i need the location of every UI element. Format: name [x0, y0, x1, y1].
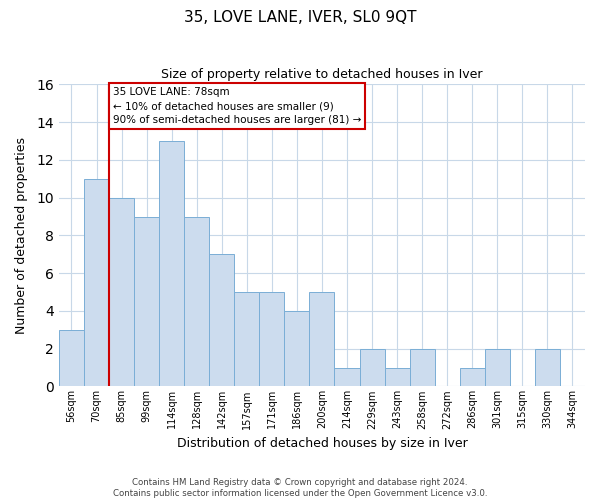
- Bar: [59, 330, 84, 386]
- Bar: [209, 254, 234, 386]
- Bar: [359, 348, 385, 387]
- Bar: [385, 368, 410, 386]
- Bar: [234, 292, 259, 386]
- Title: Size of property relative to detached houses in Iver: Size of property relative to detached ho…: [161, 68, 483, 80]
- Bar: [485, 348, 510, 387]
- Bar: [109, 198, 134, 386]
- Bar: [535, 348, 560, 387]
- Bar: [184, 216, 209, 386]
- Y-axis label: Number of detached properties: Number of detached properties: [15, 137, 28, 334]
- Bar: [334, 368, 359, 386]
- Bar: [460, 368, 485, 386]
- Text: Contains HM Land Registry data © Crown copyright and database right 2024.
Contai: Contains HM Land Registry data © Crown c…: [113, 478, 487, 498]
- Bar: [410, 348, 434, 387]
- Text: 35 LOVE LANE: 78sqm
← 10% of detached houses are smaller (9)
90% of semi-detache: 35 LOVE LANE: 78sqm ← 10% of detached ho…: [113, 88, 361, 126]
- Bar: [159, 141, 184, 386]
- X-axis label: Distribution of detached houses by size in Iver: Distribution of detached houses by size …: [176, 437, 467, 450]
- Text: 35, LOVE LANE, IVER, SL0 9QT: 35, LOVE LANE, IVER, SL0 9QT: [184, 10, 416, 25]
- Bar: [284, 311, 310, 386]
- Bar: [134, 216, 159, 386]
- Bar: [310, 292, 334, 386]
- Bar: [84, 179, 109, 386]
- Bar: [259, 292, 284, 386]
